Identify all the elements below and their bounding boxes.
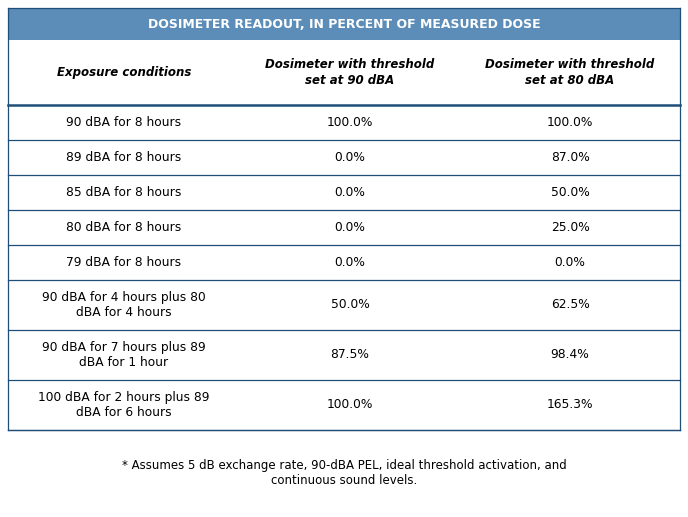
Text: 0.0%: 0.0% — [334, 256, 365, 269]
Text: Exposure conditions: Exposure conditions — [57, 66, 191, 79]
Bar — [8, 8, 680, 40]
Text: 79 dBA for 8 hours: 79 dBA for 8 hours — [67, 256, 182, 269]
Text: 100.0%: 100.0% — [547, 116, 593, 129]
Text: 100.0%: 100.0% — [327, 399, 373, 412]
Text: 62.5%: 62.5% — [550, 298, 590, 312]
Text: 0.0%: 0.0% — [555, 256, 585, 269]
Text: 50.0%: 50.0% — [550, 186, 590, 199]
Text: 0.0%: 0.0% — [334, 151, 365, 164]
Text: 85 dBA for 8 hours: 85 dBA for 8 hours — [66, 186, 182, 199]
Text: * Assumes 5 dB exchange rate, 90-dBA PEL, ideal threshold activation, and
contin: * Assumes 5 dB exchange rate, 90-dBA PEL… — [122, 459, 566, 487]
Text: 89 dBA for 8 hours: 89 dBA for 8 hours — [66, 151, 182, 164]
Text: 50.0%: 50.0% — [331, 298, 369, 312]
Text: 0.0%: 0.0% — [334, 221, 365, 234]
Text: Dosimeter with threshold
set at 80 dBA: Dosimeter with threshold set at 80 dBA — [485, 58, 654, 86]
Text: 80 dBA for 8 hours: 80 dBA for 8 hours — [66, 221, 182, 234]
Text: DOSIMETER READOUT, IN PERCENT OF MEASURED DOSE: DOSIMETER READOUT, IN PERCENT OF MEASURE… — [148, 18, 540, 31]
Text: 90 dBA for 4 hours plus 80
dBA for 4 hours: 90 dBA for 4 hours plus 80 dBA for 4 hou… — [42, 291, 206, 319]
Text: 100 dBA for 2 hours plus 89
dBA for 6 hours: 100 dBA for 2 hours plus 89 dBA for 6 ho… — [39, 391, 210, 419]
Text: 0.0%: 0.0% — [334, 186, 365, 199]
Text: 165.3%: 165.3% — [547, 399, 593, 412]
Text: 90 dBA for 7 hours plus 89
dBA for 1 hour: 90 dBA for 7 hours plus 89 dBA for 1 hou… — [42, 341, 206, 369]
Text: 87.5%: 87.5% — [330, 348, 369, 361]
Text: Dosimeter with threshold
set at 90 dBA: Dosimeter with threshold set at 90 dBA — [266, 58, 435, 86]
Text: 25.0%: 25.0% — [550, 221, 590, 234]
Text: 98.4%: 98.4% — [550, 348, 590, 361]
Text: 90 dBA for 8 hours: 90 dBA for 8 hours — [67, 116, 182, 129]
Text: 100.0%: 100.0% — [327, 116, 373, 129]
Text: 87.0%: 87.0% — [550, 151, 590, 164]
